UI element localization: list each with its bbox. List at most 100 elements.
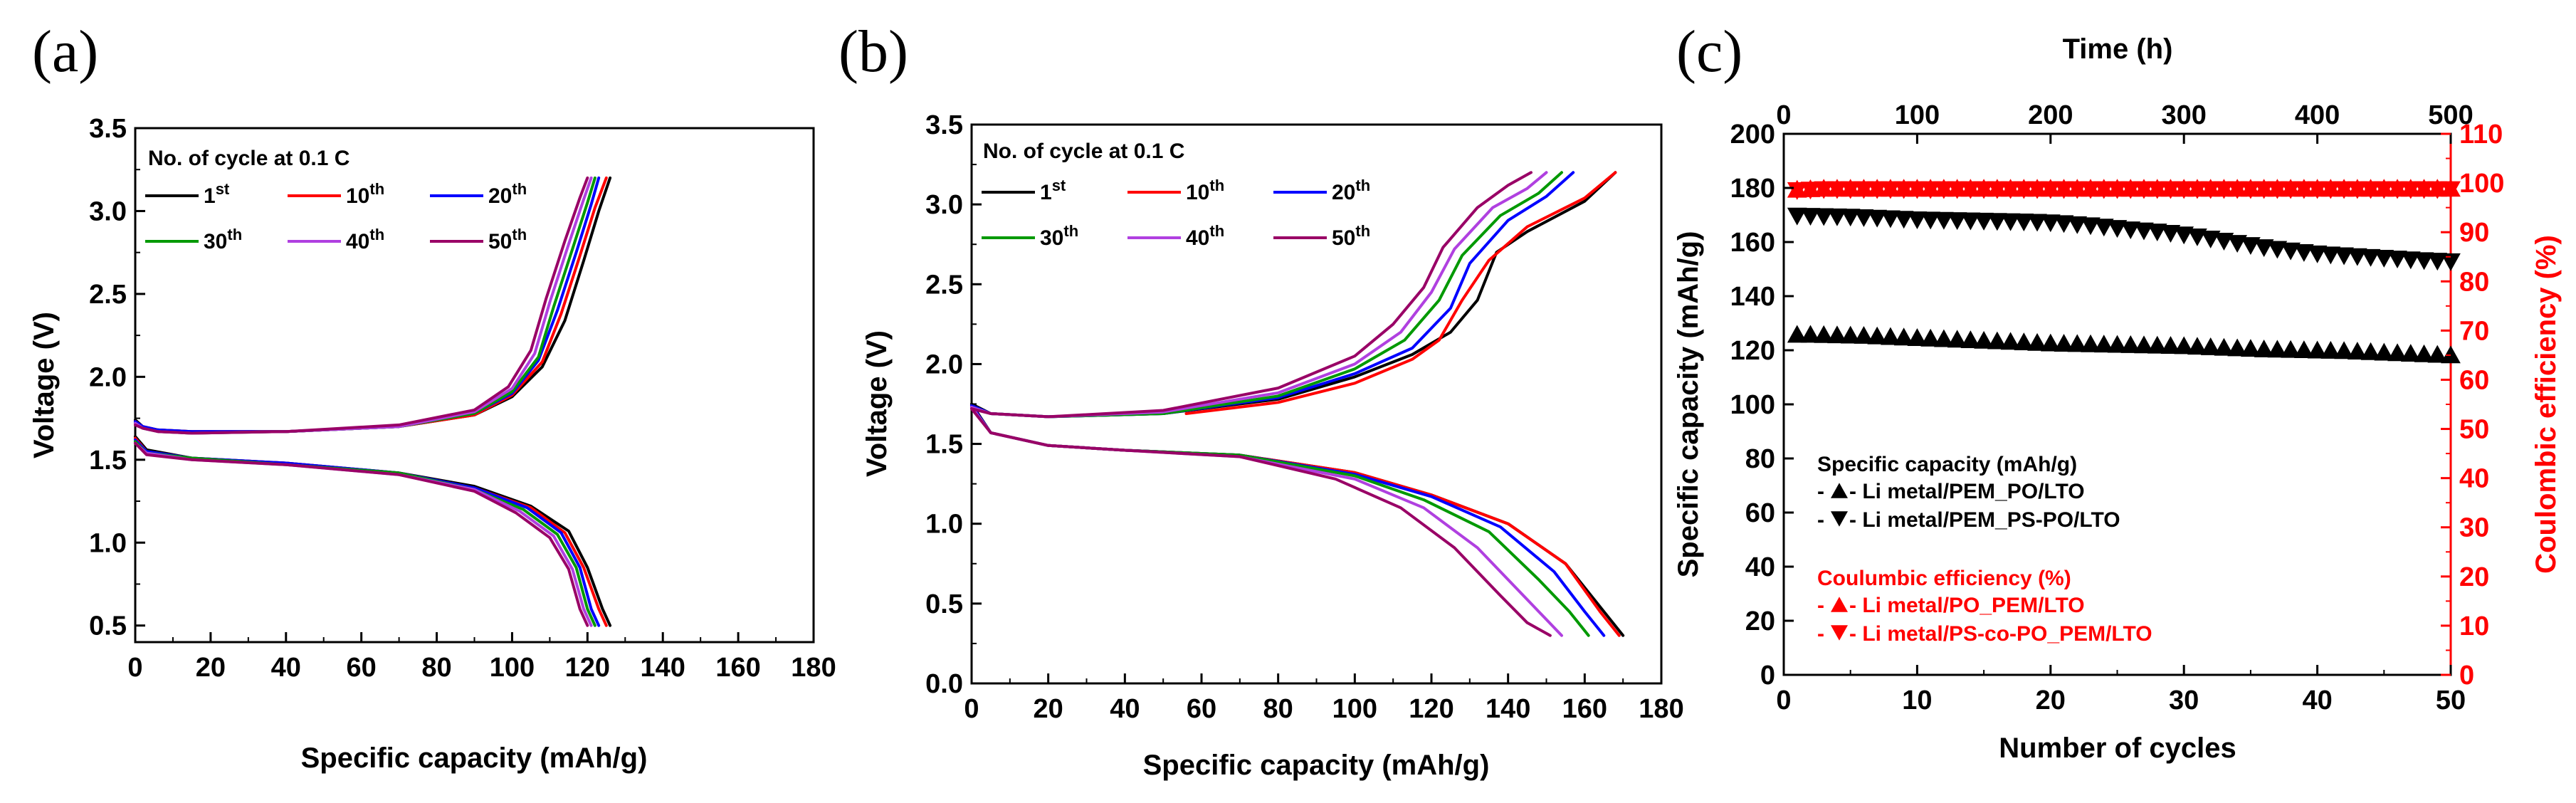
marker-series-0 <box>2120 335 2141 353</box>
marker-series-1 <box>2294 244 2314 262</box>
marker-series-1 <box>2174 226 2194 245</box>
x-tick-label: 40 <box>271 653 301 683</box>
y-tick-label: 2.5 <box>89 280 127 310</box>
legend-sup-50: th <box>512 226 527 243</box>
marker-series-3 <box>2160 181 2181 199</box>
marker-series-1 <box>2374 249 2394 268</box>
marker-series-1 <box>2093 219 2114 237</box>
marker-series-3 <box>2441 181 2461 199</box>
marker-series-1 <box>1893 211 1914 229</box>
legend-dash-3: - <box>1817 622 1824 646</box>
legend-marker-3 <box>1831 625 1848 641</box>
panel-label-a: (a) <box>32 19 98 85</box>
y2-tick-label: 0 <box>2459 661 2474 691</box>
marker-series-1 <box>2027 214 2047 232</box>
marker-series-1 <box>2360 248 2381 267</box>
marker-series-3 <box>1907 181 1928 199</box>
y2-tick-label: 30 <box>2459 513 2489 543</box>
x-tick-label: 0 <box>964 694 979 724</box>
y-tick-label: 20 <box>1745 607 1775 636</box>
marker-series-3 <box>2081 181 2101 199</box>
marker-series-1 <box>2014 214 2034 231</box>
y-tick-label: 120 <box>1730 336 1775 366</box>
marker-series-3 <box>2241 181 2261 199</box>
legend-entry-0: - Li metal/PEM_PO/LTO <box>1849 480 2085 503</box>
marker-series-0 <box>2054 334 2074 352</box>
marker-series-3 <box>2400 181 2421 199</box>
y-tick-label: 1.0 <box>925 510 963 540</box>
y2-tick-label: 20 <box>2459 562 2489 592</box>
marker-series-1 <box>2214 233 2234 251</box>
marker-series-1 <box>2254 239 2274 258</box>
x2-tick-label: 100 <box>1895 100 1940 130</box>
y-tick-label: 140 <box>1730 282 1775 312</box>
marker-series-3 <box>2294 181 2314 199</box>
marker-series-1 <box>1827 208 1847 226</box>
marker-series-0 <box>1867 326 1888 345</box>
marker-series-0 <box>1787 325 1807 343</box>
marker-series-1 <box>1787 207 1807 226</box>
marker-series-0 <box>2227 338 2248 357</box>
marker-series-1 <box>1960 212 1981 231</box>
x-tick-label: 60 <box>347 653 377 683</box>
marker-series-3 <box>1974 181 1994 199</box>
marker-series-1 <box>2200 231 2221 248</box>
x-tick-label: 30 <box>2169 686 2199 715</box>
marker-series-1 <box>2281 242 2301 261</box>
marker-series-0 <box>2320 340 2341 359</box>
y-tick-label: 40 <box>1745 552 1775 582</box>
x-tick-label: 40 <box>1110 694 1140 724</box>
marker-series-1 <box>2000 213 2021 231</box>
marker-series-3 <box>2067 181 2088 199</box>
series-line-50th-charge <box>134 176 589 435</box>
marker-series-0 <box>2160 336 2181 354</box>
marker-series-3 <box>1960 181 1981 199</box>
marker-series-3 <box>1920 181 1940 199</box>
y-tick-label: 0 <box>1760 661 1775 691</box>
marker-series-3 <box>2014 181 2034 199</box>
y2-tick-label: 10 <box>2459 612 2489 641</box>
marker-series-0 <box>2040 333 2061 352</box>
marker-series-0 <box>1854 325 1874 344</box>
marker-series-3 <box>1987 181 2007 199</box>
x-tick-label: 100 <box>1332 694 1377 724</box>
marker-series-0 <box>2307 340 2328 359</box>
legend-entry-3: - Li metal/PS-co-PO_PEM/LTO <box>1849 622 2152 646</box>
legend-label-40: 40th <box>346 226 384 253</box>
marker-series-3 <box>2414 181 2434 199</box>
y2-tick-label: 110 <box>2459 120 2503 149</box>
marker-series-3 <box>2374 181 2394 199</box>
x-tick-label: 160 <box>715 653 760 683</box>
y-axis-title-a: Voltage (V) <box>28 312 60 458</box>
marker-series-0 <box>2267 340 2288 358</box>
marker-series-0 <box>1987 331 2007 350</box>
marker-series-0 <box>2281 340 2301 358</box>
marker-series-0 <box>2294 340 2314 359</box>
y-tick-label: 180 <box>1730 174 1775 204</box>
y-axis-title-c: Specific capacity (mAh/g) <box>1673 231 1704 578</box>
legend-sup-10: th <box>369 180 384 198</box>
x-tick-label: 180 <box>1639 694 1683 724</box>
marker-series-0 <box>2254 339 2274 357</box>
marker-series-0 <box>2187 337 2207 355</box>
legend-dash-1: - <box>1817 508 1824 532</box>
x2-tick-label: 300 <box>2161 100 2206 130</box>
y2-tick-label: 90 <box>2459 218 2489 248</box>
x2-tick-label: 400 <box>2295 100 2340 130</box>
legend-marker-1 <box>1831 511 1848 527</box>
series-lines-a <box>134 176 612 627</box>
legend-sup-40: th <box>369 226 384 243</box>
legend-dash-0: - <box>1817 480 1824 503</box>
marker-series-3 <box>2214 181 2234 199</box>
marker-series-1 <box>2081 217 2101 236</box>
marker-series-0 <box>1960 330 1981 348</box>
marker-series-3 <box>2267 181 2288 199</box>
marker-series-1 <box>2387 251 2407 269</box>
legend-marker-0 <box>1831 483 1848 498</box>
marker-series-3 <box>2307 181 2328 199</box>
marker-series-1 <box>2147 224 2167 242</box>
x-tick-label: 180 <box>791 653 836 683</box>
marker-series-3 <box>2227 181 2248 199</box>
marker-series-1 <box>2067 216 2088 234</box>
